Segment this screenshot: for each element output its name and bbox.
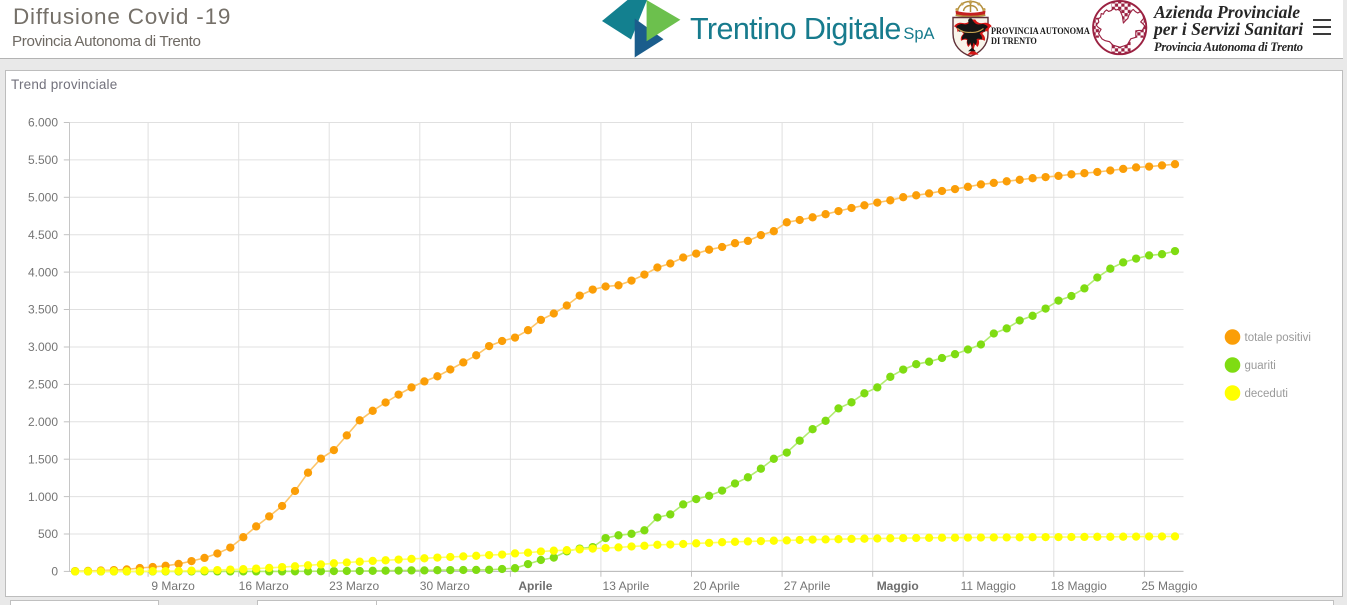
svg-text:5.500: 5.500 <box>28 153 58 167</box>
svg-text:3.500: 3.500 <box>28 303 58 317</box>
svg-text:deceduti: deceduti <box>1245 388 1288 400</box>
svg-text:1.500: 1.500 <box>28 452 58 466</box>
svg-text:9 Marzo: 9 Marzo <box>151 579 195 593</box>
svg-text:6.000: 6.000 <box>28 116 58 130</box>
svg-text:2.500: 2.500 <box>28 378 58 392</box>
svg-text:23 Marzo: 23 Marzo <box>329 579 379 593</box>
svg-text:500: 500 <box>38 527 58 541</box>
svg-text:16 Marzo: 16 Marzo <box>239 579 289 593</box>
svg-text:13 Aprile: 13 Aprile <box>603 579 650 593</box>
svg-text:totale positivi: totale positivi <box>1245 332 1311 344</box>
svg-text:25 Maggio: 25 Maggio <box>1141 579 1197 593</box>
svg-text:3.000: 3.000 <box>28 340 58 354</box>
svg-text:27 Aprile: 27 Aprile <box>784 579 831 593</box>
svg-text:2.000: 2.000 <box>28 415 58 429</box>
svg-text:18 Maggio: 18 Maggio <box>1051 579 1107 593</box>
svg-text:5.000: 5.000 <box>28 191 58 205</box>
svg-text:Aprile: Aprile <box>518 579 552 593</box>
svg-text:20 Aprile: 20 Aprile <box>693 579 740 593</box>
svg-text:30 Marzo: 30 Marzo <box>420 579 470 593</box>
svg-text:11 Maggio: 11 Maggio <box>961 579 1016 593</box>
svg-text:guariti: guariti <box>1245 360 1276 372</box>
svg-text:1.000: 1.000 <box>28 490 58 504</box>
svg-text:Maggio: Maggio <box>877 579 919 593</box>
svg-text:4.000: 4.000 <box>28 265 58 279</box>
svg-text:0: 0 <box>51 565 58 579</box>
svg-text:4.500: 4.500 <box>28 228 58 242</box>
